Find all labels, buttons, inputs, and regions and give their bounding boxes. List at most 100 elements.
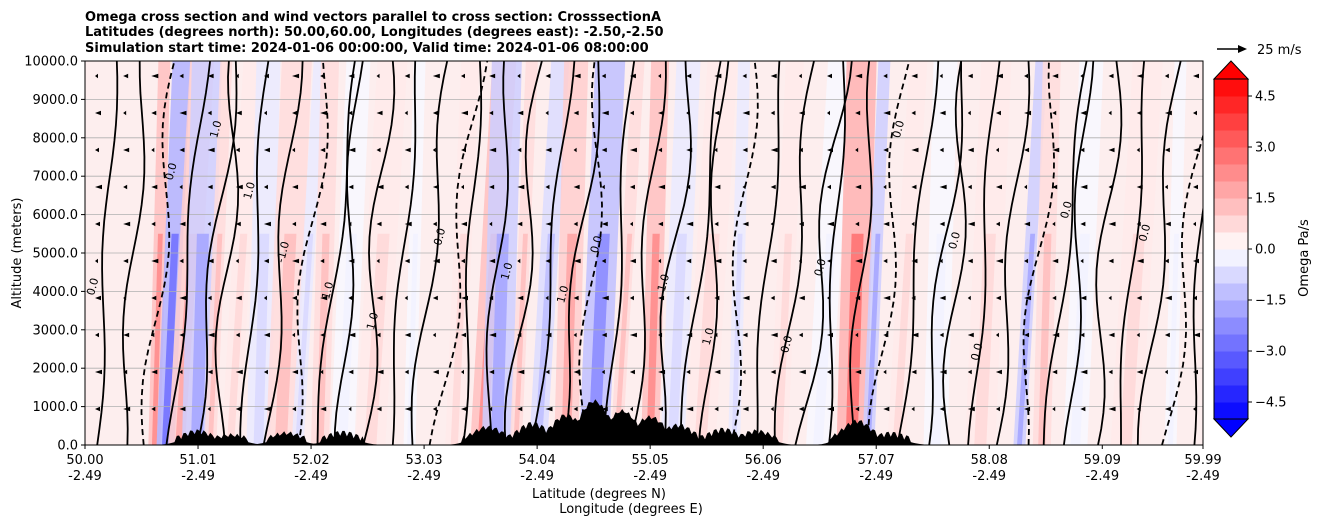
wind-vector-arrow: [95, 258, 98, 264]
wind-vector-arrow: [939, 406, 945, 412]
wind-vector-arrow: [742, 221, 749, 227]
x-tick-label-longitude: -2.49: [972, 469, 1006, 484]
wind-vector-arrow: [1164, 110, 1172, 116]
wind-vector-arrow: [770, 332, 778, 338]
wind-vector-arrow: [883, 369, 887, 375]
wind-vector-arrow: [798, 110, 805, 116]
wind-vector-arrow: [827, 147, 833, 153]
wind-vector-arrow: [545, 406, 553, 412]
wind-vector-arrow: [545, 332, 552, 338]
wind-vector-arrow: [404, 184, 409, 190]
wind-vector-arrow: [967, 295, 971, 301]
wind-vector-arrow: [911, 147, 919, 153]
wind-vector-arrow: [207, 221, 211, 227]
x-tick-label-latitude: 57.07: [858, 453, 895, 468]
wind-vector-arrow: [545, 221, 553, 227]
wind-vector-layer: [95, 73, 1200, 412]
wind-vector-arrow: [95, 147, 99, 153]
wind-vector-arrow: [658, 184, 666, 190]
contour-value-label: 0.0: [1136, 223, 1153, 243]
y-tick-label: 6000.0: [33, 208, 79, 223]
wind-vector-arrow: [770, 221, 774, 227]
contour-line: [362, 61, 396, 445]
wind-vector-arrow: [1164, 332, 1170, 338]
contour-line: [530, 61, 576, 445]
colorbar-segment: [1214, 215, 1248, 233]
wind-vector-arrow: [883, 258, 888, 264]
wind-vector-arrow: [995, 369, 1002, 375]
wind-vector-arrow: [235, 110, 242, 116]
contour-line: [995, 61, 1031, 445]
wind-vector-arrow: [461, 110, 468, 116]
wind-vector-arrow: [404, 110, 408, 116]
wind-vector-arrow: [432, 369, 439, 375]
wind-vector-arrow: [461, 258, 465, 264]
wind-vector-arrow: [1052, 258, 1059, 264]
contour-line: [1192, 204, 1203, 445]
colorbar-segment: [1214, 232, 1248, 250]
wind-vector-arrow: [292, 369, 299, 375]
colorbar-extend-min: [1212, 418, 1250, 438]
wind-vector-arrow: [1024, 221, 1031, 227]
terrain-silhouette: [85, 399, 1203, 445]
contour-value-label: 0.0: [163, 161, 180, 181]
colorbar-segment: [1214, 368, 1248, 386]
wind-vector-arrow: [1193, 221, 1196, 227]
wind-vector-arrow: [1164, 369, 1168, 375]
wind-vector-arrow: [376, 221, 382, 227]
wind-vector-arrow: [545, 147, 552, 153]
colorbar-tick-label: −1.5: [1255, 294, 1287, 309]
wind-vector-arrow: [573, 221, 578, 227]
wind-vector-arrow: [658, 369, 666, 375]
wind-vector-arrow: [404, 258, 410, 264]
wind-vector-arrow: [967, 184, 972, 190]
wind-vector-arrow: [123, 221, 131, 227]
contour-line: [697, 61, 730, 445]
wind-vector-arrow: [263, 295, 267, 301]
wind-vector-arrow: [995, 406, 1000, 412]
wind-vector-arrow: [376, 332, 381, 338]
wind-vector-arrow: [883, 184, 887, 190]
colorbar-segment: [1214, 385, 1248, 403]
contour-value-label: 1.0: [364, 311, 381, 331]
x-tick-label-longitude: -2.49: [1085, 469, 1119, 484]
y-tick-label: 7000.0: [33, 170, 79, 185]
colorbar-segment: [1214, 351, 1248, 369]
wind-vector-arrow: [798, 295, 805, 301]
contour-value-label: 0.0: [890, 119, 907, 139]
wind-vector-arrow: [770, 295, 775, 301]
wind-vector-arrow: [179, 369, 183, 375]
wind-vector-arrow: [1193, 295, 1197, 301]
wind-vector-arrow: [1080, 73, 1084, 79]
wind-vector-arrow: [179, 73, 184, 79]
wind-vector-arrow: [601, 184, 605, 190]
wind-vector-arrow: [292, 184, 299, 190]
wind-vector-arrow: [714, 147, 718, 153]
wind-vector-arrow: [207, 147, 215, 153]
contour-line: [629, 61, 667, 445]
contour-line: [262, 61, 304, 445]
wind-vector-arrow: [517, 184, 525, 190]
wind-vector-arrow: [1136, 73, 1144, 79]
wind-vector-arrow: [1024, 406, 1031, 412]
y-tick-label: 0.0: [57, 439, 78, 454]
y-tick-label: 3000.0: [33, 323, 79, 338]
omega-band-core: [1168, 233, 1179, 445]
vector-key: 25 m/s: [1217, 43, 1302, 58]
contour-value-label: 1.0: [554, 284, 571, 304]
wind-vector-arrow: [827, 295, 830, 301]
omega-band-core: [1119, 233, 1145, 445]
contour-line: [316, 61, 356, 445]
wind-vector-arrow: [573, 406, 578, 412]
wind-vector-arrow: [967, 147, 974, 153]
wind-vector-arrow: [263, 332, 270, 338]
contour-line-negative: [867, 61, 911, 445]
x-tick-label-longitude: -2.49: [181, 469, 215, 484]
wind-vector-arrow: [263, 406, 271, 412]
contour-line: [1063, 61, 1095, 445]
wind-vector-arrow: [883, 147, 889, 153]
wind-vector-arrow: [686, 332, 693, 338]
colorbar-segment: [1214, 283, 1248, 301]
wind-vector-arrow: [461, 406, 467, 412]
contour-value-label: 0.0: [968, 342, 985, 362]
